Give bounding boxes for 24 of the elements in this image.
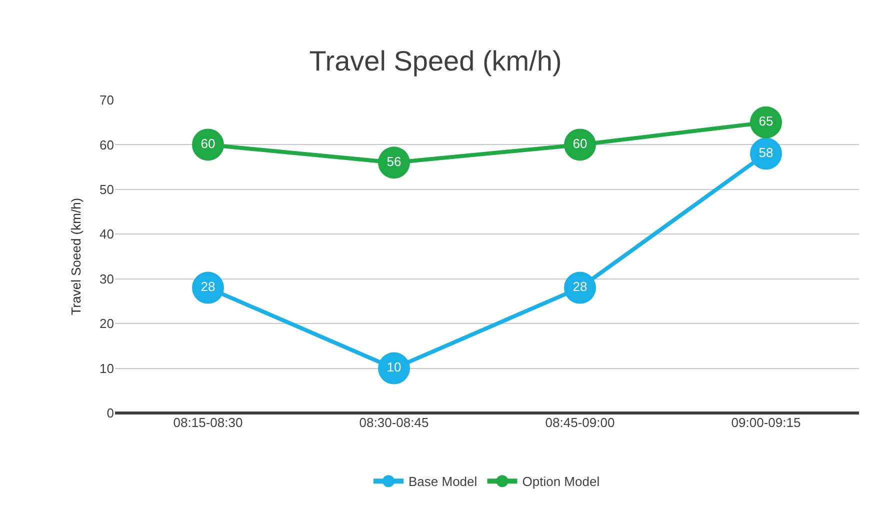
x-tick-label: 08:30-08:45 (359, 415, 429, 430)
data-label: 56 (386, 154, 402, 169)
y-axis-title: Travel Soeed (km/h) (68, 198, 84, 316)
y-tick-label: 10 (100, 360, 114, 376)
y-tick-label: 30 (100, 271, 114, 286)
x-tick-label: 09:00-09:15 (731, 415, 801, 430)
data-label: 28 (200, 279, 216, 294)
x-tick-label: 08:45-09:00 (545, 415, 615, 430)
legend-label: Option Model (522, 474, 600, 490)
y-tick-label: 0 (106, 406, 114, 421)
data-label: 10 (386, 360, 402, 375)
y-tick-label: 50 (100, 182, 114, 197)
y-tick-label: 60 (100, 137, 114, 152)
chart-title: Travel Speed (km/h) (309, 45, 562, 76)
y-tick-label: 70 (100, 92, 114, 108)
x-tick-label: 08:15-08:30 (173, 415, 243, 430)
data-label: 28 (572, 279, 588, 294)
y-tick-label: 40 (100, 226, 114, 242)
data-label: 58 (758, 144, 774, 160)
legend-label: Base Model (408, 474, 478, 490)
data-label: 60 (572, 136, 588, 151)
y-tick-label: 20 (100, 316, 114, 332)
data-label: 60 (200, 136, 216, 151)
data-label: 65 (758, 114, 774, 129)
